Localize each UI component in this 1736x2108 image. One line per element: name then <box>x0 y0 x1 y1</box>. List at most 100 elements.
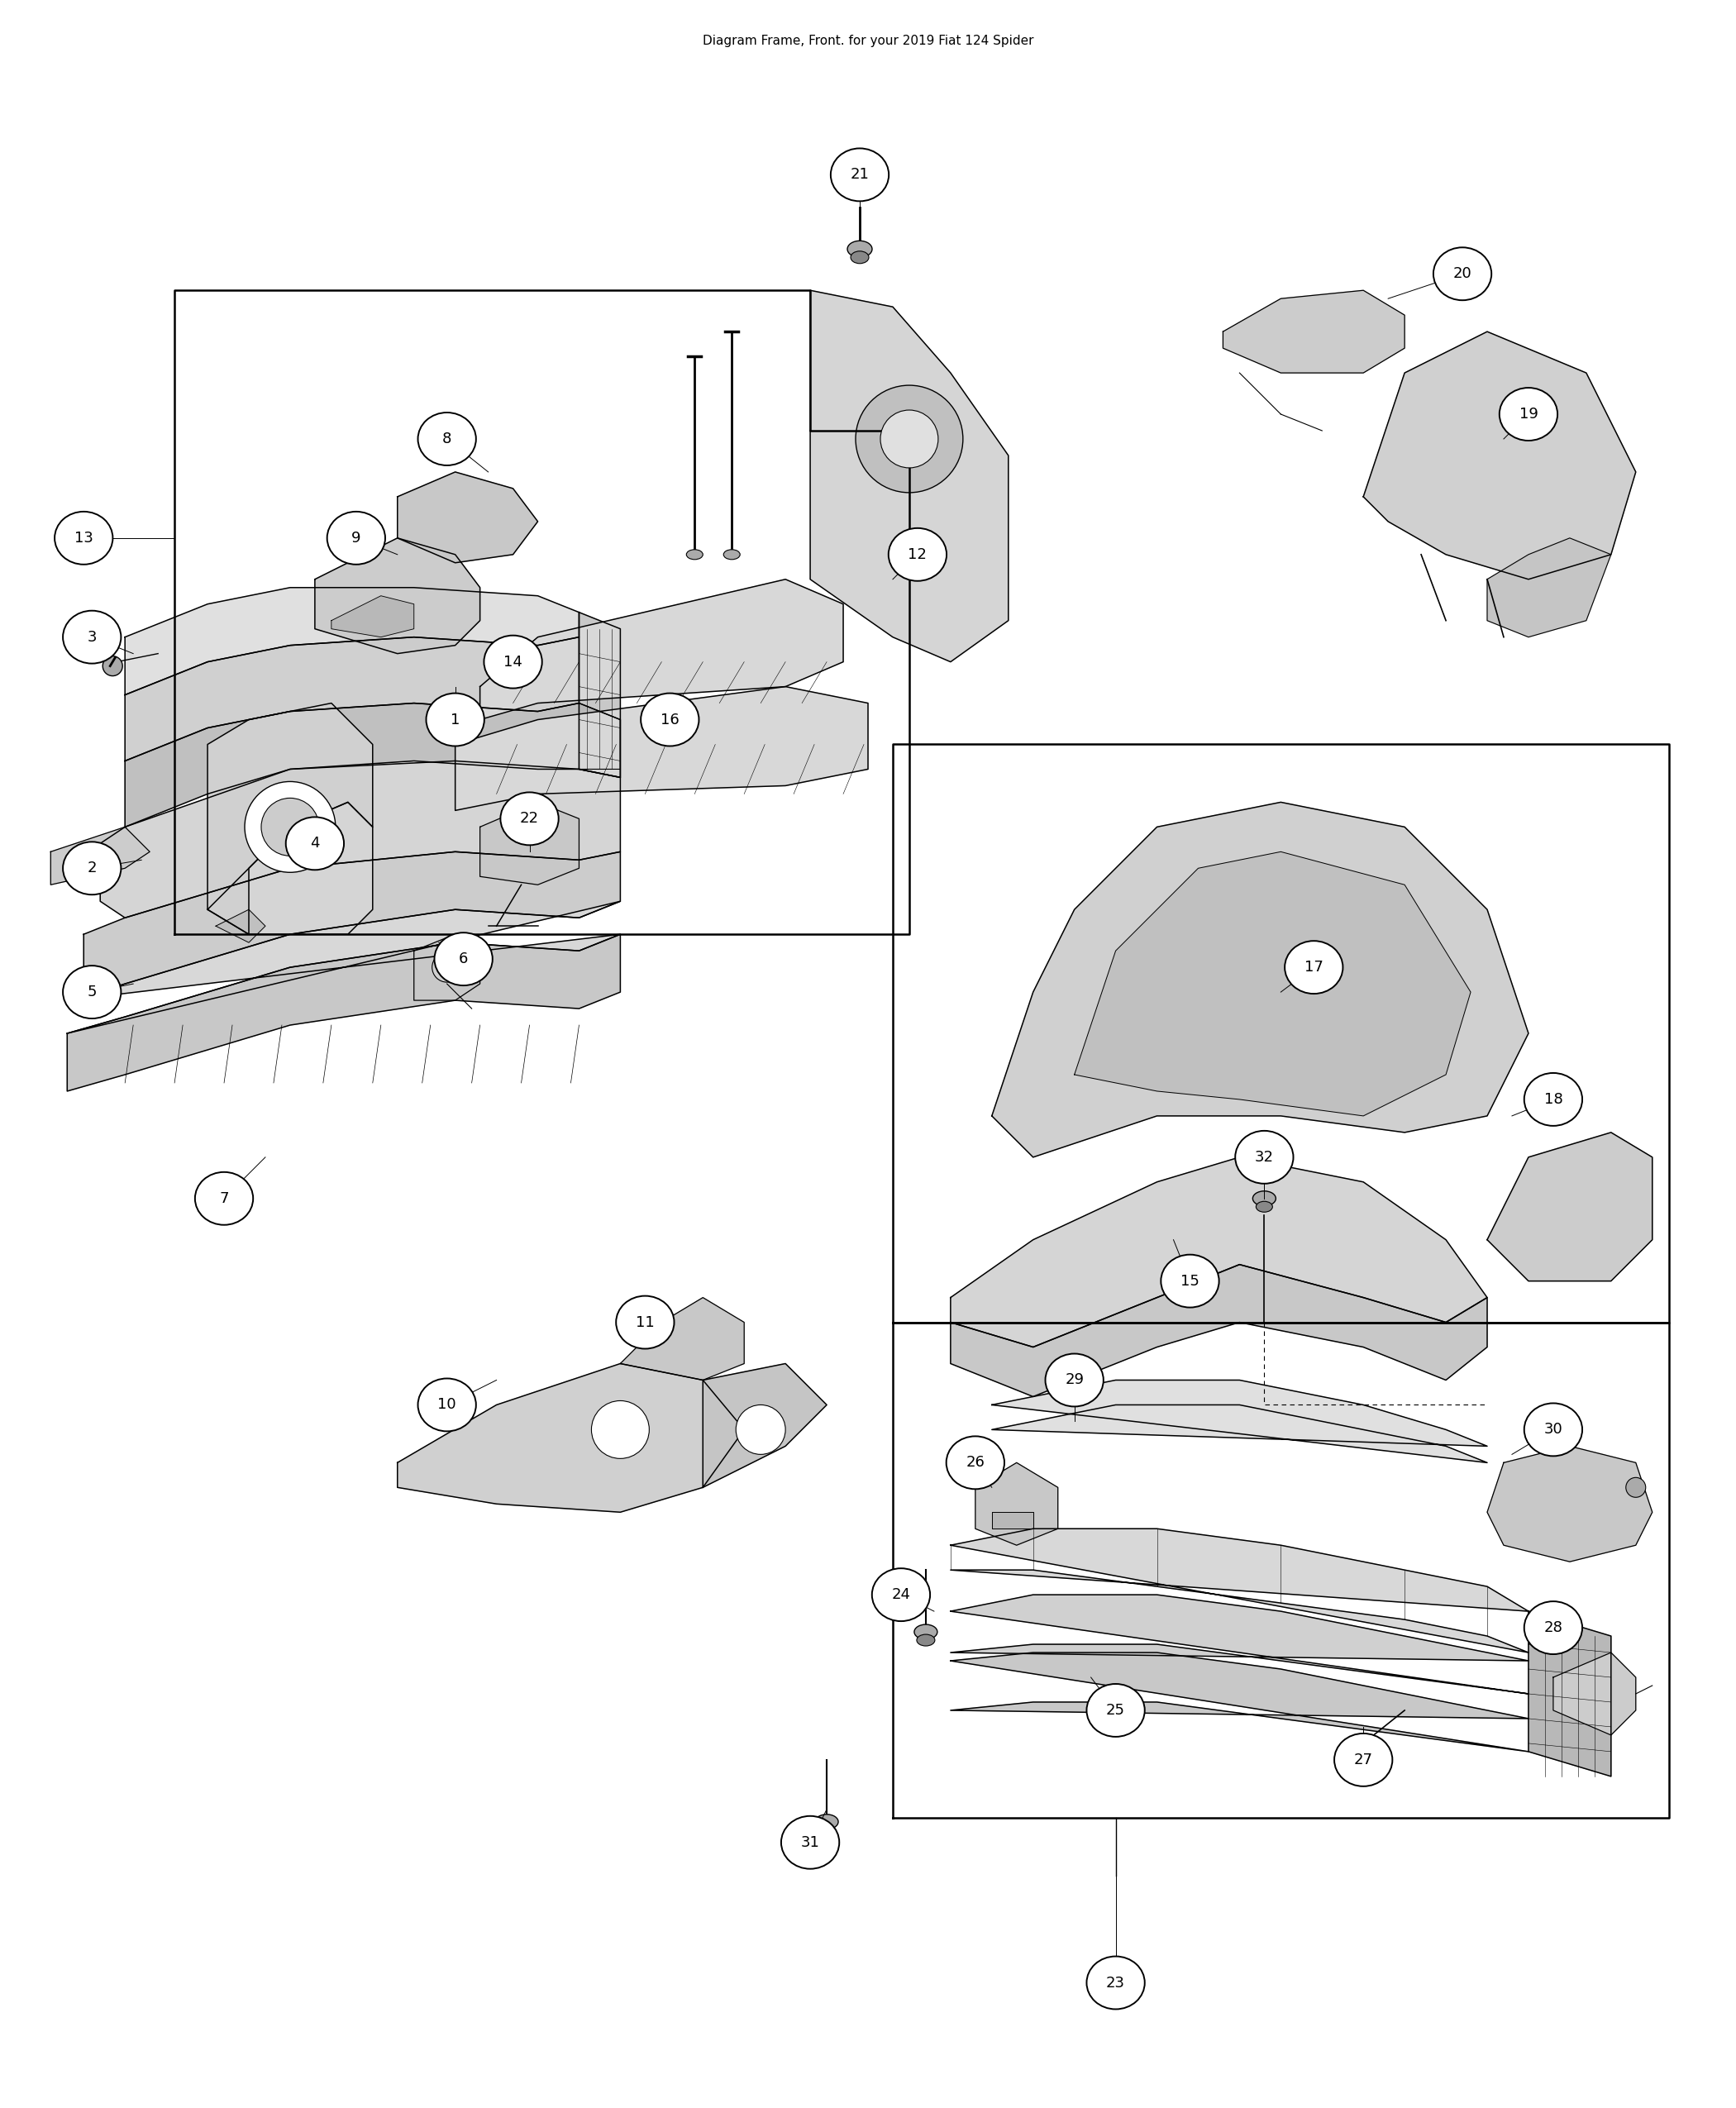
Text: 12: 12 <box>908 548 927 563</box>
Ellipse shape <box>816 1815 838 1830</box>
Ellipse shape <box>871 1568 930 1621</box>
Ellipse shape <box>434 932 493 984</box>
Ellipse shape <box>832 148 889 200</box>
Ellipse shape <box>425 694 484 746</box>
Polygon shape <box>125 588 580 696</box>
Polygon shape <box>125 704 620 826</box>
Polygon shape <box>101 761 620 917</box>
Text: Diagram Frame, Front. for your 2019 Fiat 124 Spider: Diagram Frame, Front. for your 2019 Fiat… <box>703 34 1033 46</box>
Polygon shape <box>1075 852 1470 1115</box>
Polygon shape <box>479 803 580 885</box>
Polygon shape <box>332 597 413 637</box>
Ellipse shape <box>917 1634 936 1646</box>
Ellipse shape <box>62 841 122 894</box>
Ellipse shape <box>62 611 122 664</box>
Text: 5: 5 <box>87 984 97 999</box>
Text: 4: 4 <box>311 837 319 852</box>
Polygon shape <box>83 852 620 1001</box>
Ellipse shape <box>847 240 871 257</box>
Ellipse shape <box>1500 388 1557 441</box>
Polygon shape <box>991 1381 1488 1463</box>
Polygon shape <box>1488 1446 1653 1562</box>
Polygon shape <box>620 1299 745 1381</box>
Circle shape <box>856 386 963 493</box>
Circle shape <box>592 1400 649 1459</box>
Ellipse shape <box>946 1436 1005 1488</box>
Polygon shape <box>1488 1132 1653 1282</box>
Ellipse shape <box>1524 1404 1581 1457</box>
Ellipse shape <box>1285 940 1344 993</box>
Text: 23: 23 <box>1106 1975 1125 1990</box>
Polygon shape <box>1554 1653 1635 1735</box>
Polygon shape <box>951 1653 1528 1752</box>
Ellipse shape <box>889 529 946 582</box>
Polygon shape <box>398 1364 745 1511</box>
Polygon shape <box>991 1511 1033 1528</box>
Circle shape <box>880 411 937 468</box>
Polygon shape <box>1363 331 1635 580</box>
Ellipse shape <box>1253 1191 1276 1206</box>
Ellipse shape <box>418 1379 476 1431</box>
Polygon shape <box>991 803 1528 1157</box>
Text: 19: 19 <box>1519 407 1538 422</box>
Text: 11: 11 <box>635 1315 654 1330</box>
Ellipse shape <box>1257 1202 1272 1212</box>
Text: 30: 30 <box>1543 1423 1562 1438</box>
Ellipse shape <box>286 818 344 871</box>
Polygon shape <box>1222 291 1404 373</box>
Ellipse shape <box>54 512 113 565</box>
Circle shape <box>432 953 462 982</box>
Text: 32: 32 <box>1255 1149 1274 1164</box>
Circle shape <box>736 1404 785 1455</box>
Polygon shape <box>951 1157 1488 1347</box>
Polygon shape <box>580 611 620 778</box>
Polygon shape <box>455 687 868 809</box>
Ellipse shape <box>62 965 122 1018</box>
Polygon shape <box>398 472 538 563</box>
Polygon shape <box>50 826 149 885</box>
Text: 6: 6 <box>458 951 469 965</box>
Polygon shape <box>580 704 620 769</box>
Ellipse shape <box>418 413 476 466</box>
Text: 18: 18 <box>1543 1092 1562 1107</box>
Polygon shape <box>951 1265 1488 1398</box>
Ellipse shape <box>1087 1956 1144 2009</box>
Text: 27: 27 <box>1354 1752 1373 1767</box>
Ellipse shape <box>616 1296 674 1349</box>
Ellipse shape <box>1045 1353 1104 1406</box>
Ellipse shape <box>1434 247 1491 299</box>
Ellipse shape <box>194 1172 253 1225</box>
Text: 1: 1 <box>451 713 460 727</box>
Ellipse shape <box>1356 1752 1371 1760</box>
Polygon shape <box>413 934 479 1001</box>
Text: 25: 25 <box>1106 1703 1125 1718</box>
Circle shape <box>1627 1478 1646 1497</box>
Ellipse shape <box>326 512 385 565</box>
Text: 16: 16 <box>660 713 679 727</box>
Polygon shape <box>208 803 373 934</box>
Ellipse shape <box>1352 1739 1375 1756</box>
Ellipse shape <box>500 793 559 845</box>
Ellipse shape <box>851 251 868 264</box>
Text: 9: 9 <box>351 531 361 546</box>
Circle shape <box>102 656 123 677</box>
Circle shape <box>260 799 319 856</box>
Ellipse shape <box>1161 1254 1219 1307</box>
Text: 26: 26 <box>965 1455 984 1469</box>
Polygon shape <box>703 1364 826 1488</box>
Text: 28: 28 <box>1543 1621 1562 1636</box>
Polygon shape <box>951 1596 1528 1695</box>
Text: 31: 31 <box>800 1834 819 1851</box>
Ellipse shape <box>686 550 703 559</box>
Polygon shape <box>1488 538 1611 637</box>
Polygon shape <box>811 291 1009 662</box>
Text: 24: 24 <box>892 1587 910 1602</box>
Ellipse shape <box>818 1826 835 1836</box>
Ellipse shape <box>724 550 740 559</box>
Ellipse shape <box>1236 1130 1293 1183</box>
Text: 13: 13 <box>75 531 94 546</box>
Text: 15: 15 <box>1180 1273 1200 1288</box>
Circle shape <box>245 782 335 873</box>
Polygon shape <box>976 1463 1057 1545</box>
Ellipse shape <box>1524 1073 1581 1126</box>
